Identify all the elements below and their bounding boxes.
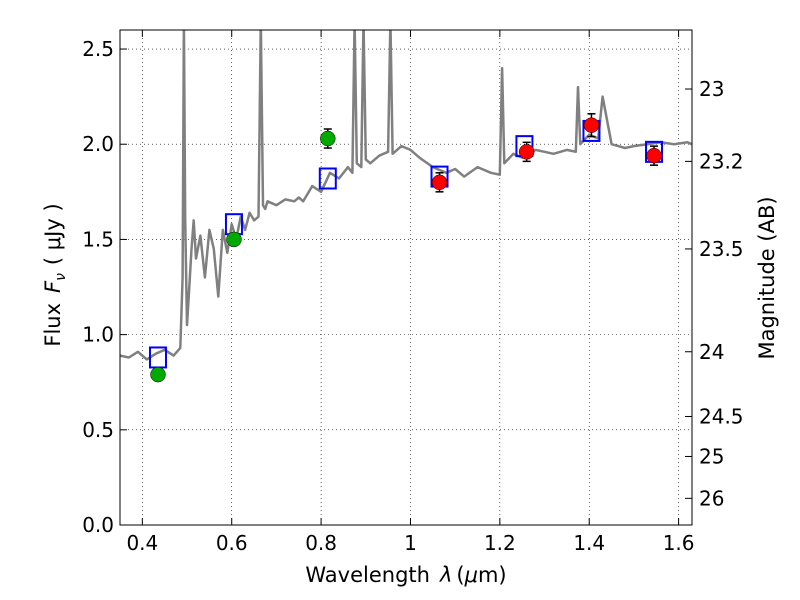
y-axis-label: Flux Fν ( μJy ) (41, 203, 69, 346)
x-tick-label: 0.6 (216, 531, 248, 555)
plot-frame (119, 29, 693, 526)
x-axis-label-symbol: λ (439, 563, 452, 587)
mag-tick-label: 23.5 (699, 237, 744, 261)
x-axis-label-unit-rest: m) (478, 563, 507, 587)
y-axis-label-text: Flux (41, 303, 65, 347)
y-axis-label-subscript: ν (53, 273, 69, 281)
mag-tick-label: 23 (699, 77, 724, 101)
x-tick-label: 1.6 (663, 531, 695, 555)
photometry-point (583, 117, 600, 133)
y-axis-label-unit: ( μJy ) (41, 203, 65, 265)
spectrum-line (120, 30, 692, 361)
y-tick-label: 1.5 (82, 227, 114, 251)
x-tick-label: 1 (404, 531, 417, 555)
photometry-point (150, 366, 166, 383)
y-tick-label: 0.5 (82, 418, 114, 442)
x-axis-label-text: Wavelength (305, 563, 430, 587)
photometry-point (646, 147, 662, 164)
y-tick-label: 2.5 (82, 37, 114, 61)
mag-tick-label: 23.2 (699, 149, 744, 173)
x-axis-label-unit-mu: μ (464, 563, 478, 587)
x-tick-label: 1.2 (484, 531, 516, 555)
y-tick-label: 0.0 (82, 513, 114, 537)
y2-axis-label: Magnitude (AB) (755, 196, 779, 359)
model-photometry-square (318, 167, 337, 190)
photometry-point (226, 231, 242, 248)
y-tick-label: 2.0 (82, 132, 114, 156)
x-axis-label: Wavelength λ (μm) (305, 563, 506, 587)
data-markers (148, 113, 664, 383)
photometry-point (518, 144, 535, 160)
mag-tick-label: 24.5 (699, 404, 744, 428)
mag-tick-label: 26 (699, 486, 724, 510)
x-tick-label: 0.4 (126, 531, 158, 555)
photometry-point (431, 174, 448, 191)
y-tick-label: 1.0 (82, 323, 114, 347)
mag-tick-label: 25 (699, 444, 724, 468)
x-axis-label-unit-open: ( (456, 563, 464, 587)
y-axis-label-symbol: F (41, 280, 65, 293)
axis-ticks: 0.4 0.6 0.8 1 1.2 1.4 1.6 0.0 0.5 1.0 1.5 2.0 2.5 23 2… (82, 30, 744, 555)
photometry-point (320, 130, 336, 147)
x-tick-label: 0.8 (305, 531, 337, 555)
x-tick-label: 1.4 (573, 531, 605, 555)
plot-area (120, 30, 692, 383)
mag-tick-label: 24 (699, 340, 724, 364)
